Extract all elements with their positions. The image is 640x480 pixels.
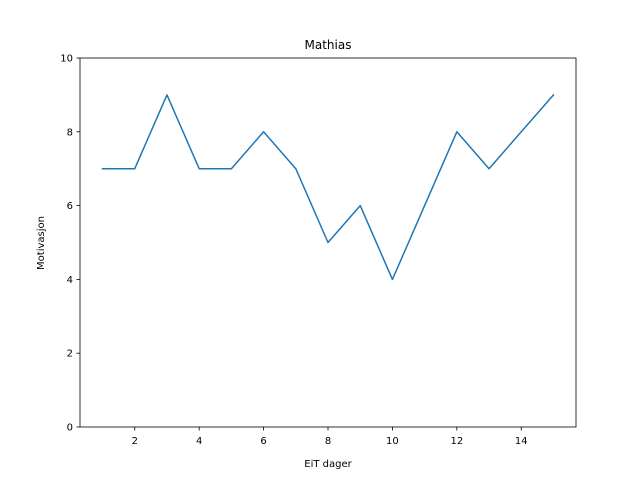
x-tick-label-12: 12 — [450, 436, 463, 447]
y-tick-label-6: 6 — [67, 201, 73, 212]
chart-title: Mathias — [305, 38, 352, 52]
x-tick-label-2: 2 — [132, 436, 138, 447]
x-axis-label: EiT dager — [304, 459, 352, 470]
x-tick-label-6: 6 — [260, 436, 266, 447]
plot-area: 2 4 6 8 10 12 14 0 2 4 6 8 10 — [60, 54, 577, 447]
y-tick-label-4: 4 — [67, 275, 73, 286]
x-tick-label-10: 10 — [386, 436, 399, 447]
x-tick-label-8: 8 — [325, 436, 331, 447]
y-tick-label-2: 2 — [67, 349, 73, 360]
y-tick-label-0: 0 — [67, 423, 73, 434]
y-tick-label-10: 10 — [60, 54, 73, 65]
y-tick-label-8: 8 — [67, 127, 73, 138]
y-axis-label: Motivasjon — [36, 216, 47, 270]
x-tick-label-4: 4 — [196, 436, 202, 447]
x-tick-label-14: 14 — [515, 436, 528, 447]
series-line-0 — [101, 93, 555, 281]
